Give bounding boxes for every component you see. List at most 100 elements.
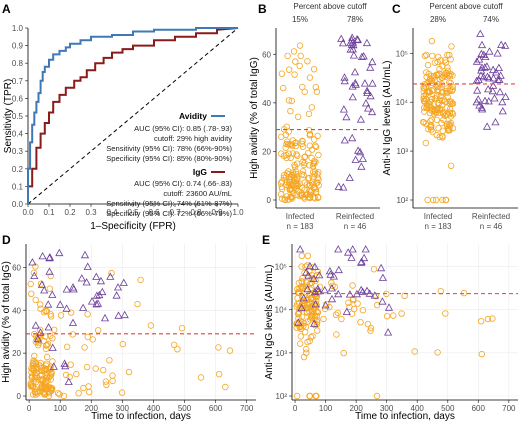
infected-point-d <box>40 389 47 397</box>
infected-point-b <box>292 142 300 150</box>
infected-point-d <box>137 276 144 284</box>
y-tick-a: 0.3 <box>12 147 24 156</box>
reinfected-point-c <box>492 68 501 76</box>
x-tick-a: 0.2 <box>64 208 76 217</box>
reinfected-point-e <box>297 303 306 312</box>
infected-point-e <box>309 332 316 340</box>
reinfected-point-c <box>496 71 505 79</box>
infected-point-b <box>301 159 308 167</box>
infected-point-d <box>75 390 82 397</box>
y-tick-c: 10⁴ <box>396 98 409 107</box>
infected-point-b <box>296 42 304 49</box>
infected-point-e <box>478 350 485 358</box>
x-tick-e: 0 <box>293 404 298 413</box>
infected-point-c <box>439 127 446 134</box>
reinfected-point-b <box>353 35 362 44</box>
y-tick-c: 10³ <box>396 147 408 156</box>
reinfected-point-e <box>342 307 351 315</box>
infected-point-b <box>289 195 296 202</box>
infected-point-e <box>350 305 358 313</box>
infected-point-c <box>445 126 452 133</box>
x-tick-e: 300 <box>380 404 394 413</box>
infected-point-e <box>334 309 341 317</box>
infected-point-b <box>307 182 314 189</box>
infected-point-e <box>297 340 304 347</box>
infected-point-d <box>54 390 62 397</box>
percent-above-title-c: Percent above cutoff <box>429 2 503 11</box>
reinfected-point-e <box>361 245 370 253</box>
infected-point-c <box>439 110 447 117</box>
infected-point-d <box>84 333 91 341</box>
infected-point-e <box>359 307 367 314</box>
infected-point-e <box>370 266 378 273</box>
infected-point-c <box>422 139 430 147</box>
infected-point-d <box>56 391 63 398</box>
x-tick-e: 100 <box>319 404 333 413</box>
count-infected-c: n = 183 <box>425 222 452 231</box>
infected-point-e <box>298 285 305 292</box>
reinfected-point-e <box>327 284 336 292</box>
reinfected-point-c <box>474 75 483 83</box>
infected-point-e <box>357 319 364 326</box>
infected-point-e <box>300 353 308 361</box>
reinfected-point-d <box>49 362 58 370</box>
infected-point-c <box>448 109 456 116</box>
infected-point-b <box>287 107 294 115</box>
reinfected-point-d <box>28 258 37 266</box>
infected-point-b <box>285 168 292 175</box>
infected-point-e <box>294 392 301 400</box>
reinfected-point-c <box>478 105 487 113</box>
reinfected-point-d <box>100 313 110 322</box>
infected-point-e <box>297 320 304 327</box>
infected-point-d <box>31 352 38 360</box>
legend-igg-cutoff: cutoff: 23600 AU/mL <box>163 189 232 198</box>
infected-point-d <box>106 357 113 364</box>
y-tick-a: 1.0 <box>12 24 24 33</box>
roc-curve-avidity <box>27 27 238 204</box>
reinfected-point-b <box>339 183 348 191</box>
infected-point-b <box>302 153 309 160</box>
reinfected-point-b <box>363 86 372 94</box>
infected-point-d <box>222 383 229 391</box>
reinfected-point-e <box>294 318 303 326</box>
reinfected-point-e <box>313 284 322 292</box>
infected-point-e <box>306 392 314 400</box>
reinfected-point-b <box>340 73 349 81</box>
infected-point-c <box>428 96 436 103</box>
infected-point-e <box>401 292 408 299</box>
y-tick-a: 0.7 <box>12 77 24 86</box>
x-tick-e: 600 <box>472 404 486 413</box>
infected-point-b <box>289 172 296 179</box>
y-tick-b: 0 <box>267 196 272 205</box>
reinfected-point-e <box>378 273 387 281</box>
reinfected-point-e <box>314 287 323 295</box>
infected-point-c <box>428 37 436 45</box>
infected-point-e <box>442 310 449 317</box>
infected-point-b <box>314 132 321 140</box>
reinfected-point-d <box>87 297 97 305</box>
infected-point-b <box>277 191 285 198</box>
infected-point-c <box>423 69 430 76</box>
reinfected-point-b <box>351 78 360 87</box>
infected-point-b <box>300 193 307 201</box>
infected-point-d <box>47 311 54 318</box>
reinfected-point-d <box>92 291 101 299</box>
infected-point-d <box>81 344 88 351</box>
infected-point-b <box>306 174 313 182</box>
infected-point-d <box>103 381 110 388</box>
y-tick-a: 0.8 <box>12 59 24 68</box>
roc-curve-igg <box>27 27 239 204</box>
reinfected-point-d <box>64 377 73 385</box>
reinfected-point-c <box>493 49 502 57</box>
infected-point-c <box>436 65 443 73</box>
infected-point-d <box>31 375 38 382</box>
infected-point-c <box>442 59 449 66</box>
infected-point-e <box>323 301 330 308</box>
reinfected-point-c <box>501 92 510 100</box>
reinfected-point-b <box>361 99 371 107</box>
reinfected-point-b <box>362 38 371 47</box>
infected-point-e <box>411 348 418 355</box>
x-tick-d: 200 <box>85 404 99 413</box>
infected-point-b <box>285 97 293 104</box>
reinfected-point-e <box>347 253 356 261</box>
